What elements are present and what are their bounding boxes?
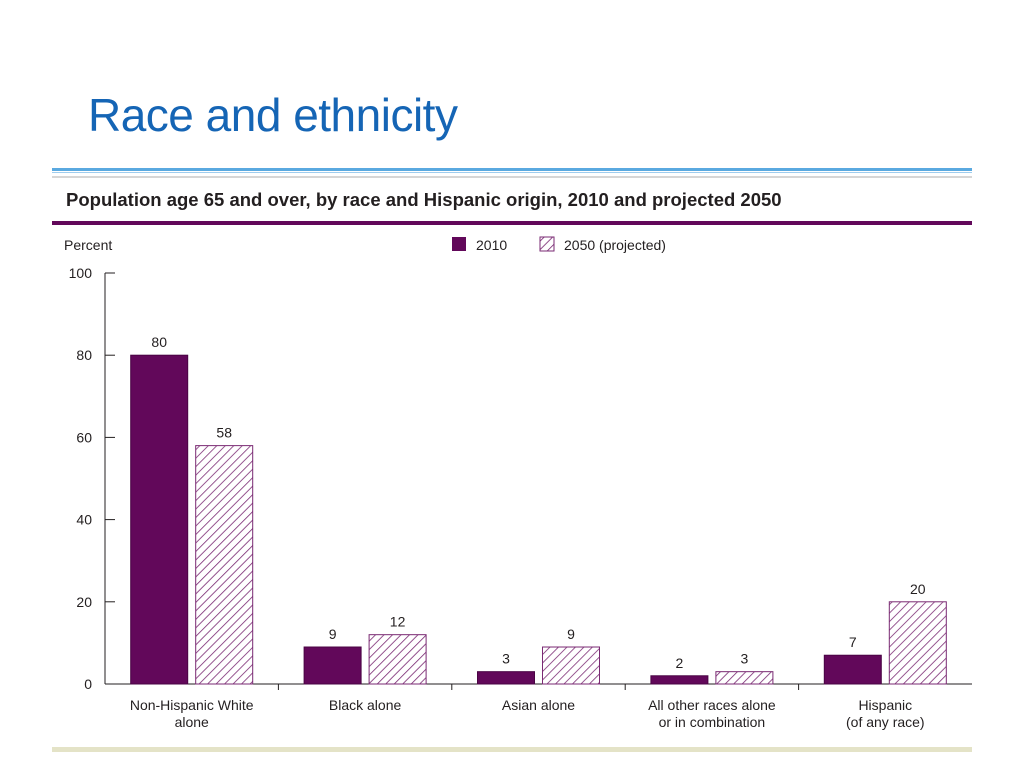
y-tick-label: 60 [76, 429, 92, 445]
y-tick-label: 0 [84, 676, 92, 692]
y-axis-label: Percent [64, 237, 112, 253]
legend-label-2010: 2010 [476, 237, 507, 253]
x-category-label: Hispanic (of any race) [846, 697, 925, 730]
bar-2050 [888, 601, 947, 685]
bar-value-label: 3 [502, 651, 510, 667]
bar-2050 [368, 634, 427, 685]
bar-value-label: 7 [849, 634, 857, 650]
bar-2010 [477, 671, 535, 685]
y-tick-label: 100 [69, 265, 93, 281]
bar-value-label: 9 [567, 626, 575, 642]
legend-swatch-2010 [452, 237, 466, 251]
x-category-label: Asian alone [502, 697, 575, 713]
bar-value-label: 80 [151, 334, 167, 350]
legend-swatch-2050 [539, 236, 555, 252]
y-tick-label: 40 [76, 512, 92, 528]
bar-2010 [130, 354, 189, 685]
y-tick-label: 80 [76, 347, 92, 363]
bar-2010 [303, 646, 362, 685]
footer-rule [52, 747, 972, 752]
bar-2050 [715, 671, 774, 685]
bar-2010 [650, 675, 709, 685]
bar-value-label: 12 [390, 614, 406, 630]
bar-2050 [542, 646, 600, 685]
bar-value-label: 2 [676, 655, 684, 671]
y-tick-label: 20 [76, 594, 92, 610]
legend-label-2050: 2050 (projected) [564, 237, 666, 253]
chart-title: Population age 65 and over, by race and … [66, 189, 782, 210]
title-divider-shadow [52, 176, 972, 178]
bar-value-label: 3 [741, 651, 749, 667]
bar-2010 [823, 654, 882, 685]
bar-value-label: 9 [329, 626, 337, 642]
bar-value-label: 58 [216, 425, 232, 441]
x-category-label: All other races alone or in combination [648, 697, 776, 730]
bar-value-label: 20 [910, 581, 926, 597]
chart-title-rule [52, 221, 972, 225]
x-category-label: Black alone [329, 697, 402, 713]
x-category-label: Non-Hispanic White alone [130, 697, 254, 730]
slide-title: Race and ethnicity [88, 89, 458, 141]
bar-2050 [195, 445, 254, 685]
title-divider [52, 168, 972, 171]
title-divider-highlight [52, 172, 972, 173]
